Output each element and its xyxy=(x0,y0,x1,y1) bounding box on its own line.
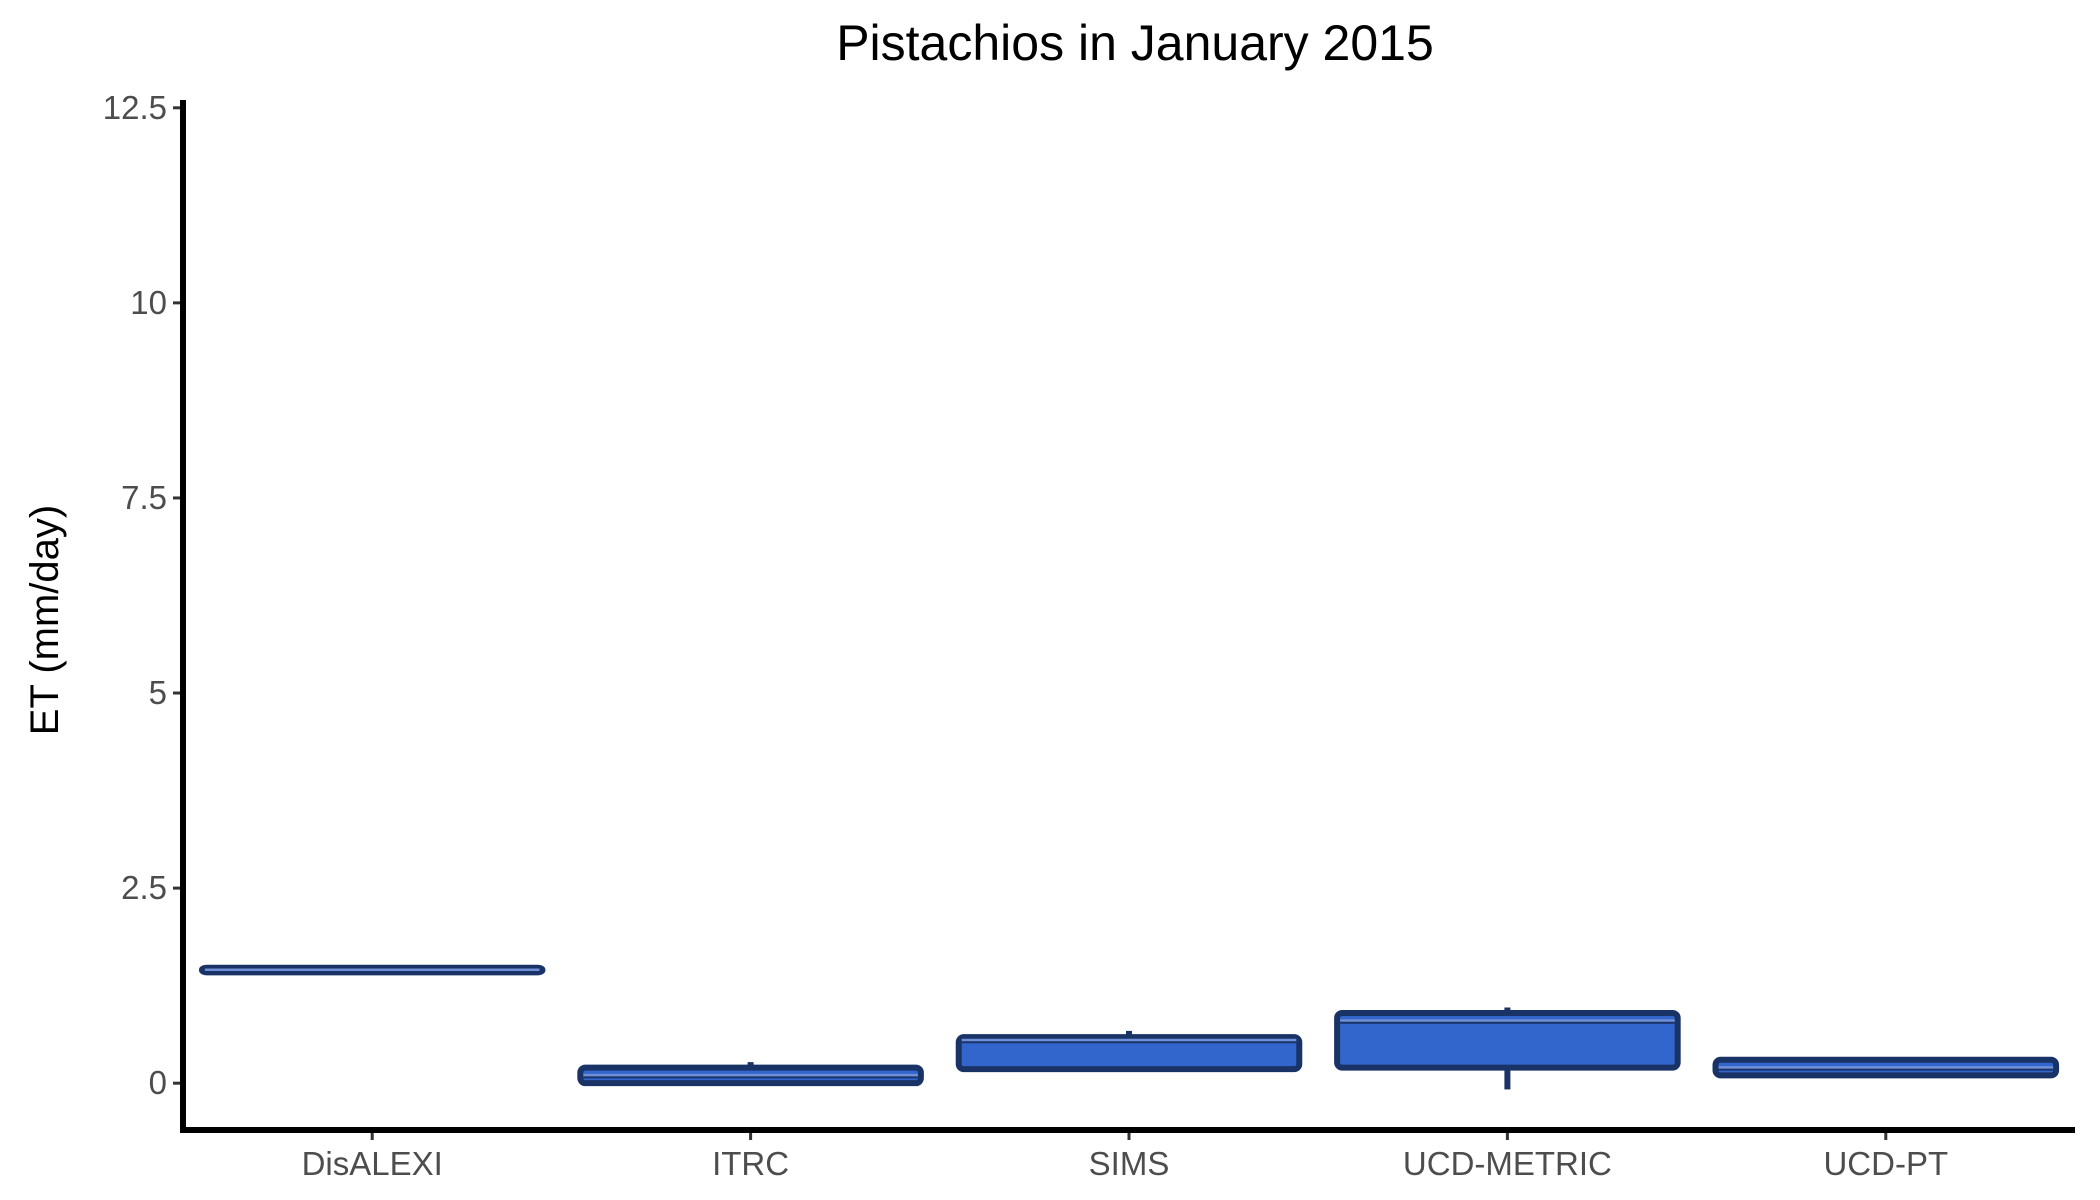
y-tick-label: 10 xyxy=(130,284,167,321)
x-tick-label: UCD-PT xyxy=(1823,1145,1948,1182)
y-tick-label: 2.5 xyxy=(121,869,167,906)
x-tick-label: UCD-METRIC xyxy=(1403,1145,1612,1182)
box-body xyxy=(1334,1009,1681,1071)
x-tick-label: ITRC xyxy=(712,1145,789,1182)
plot-area: 0 2.5 5 7.5 10 12.5 DisALEXI ITRC SIMS UCD-METRIC… xyxy=(103,89,2075,1182)
x-tick-label: SIMS xyxy=(1089,1145,1170,1182)
y-axis-label: ET (mm/day) xyxy=(23,505,67,735)
y-tick-label: 0 xyxy=(149,1064,167,1101)
y-tick-label: 12.5 xyxy=(103,89,167,126)
y-tick-label: 7.5 xyxy=(121,479,167,516)
x-tick-label: DisALEXI xyxy=(302,1145,443,1182)
box-body xyxy=(955,1034,1303,1073)
chart-title: Pistachios in January 2015 xyxy=(836,15,1434,71)
y-tick-label: 5 xyxy=(149,674,167,711)
